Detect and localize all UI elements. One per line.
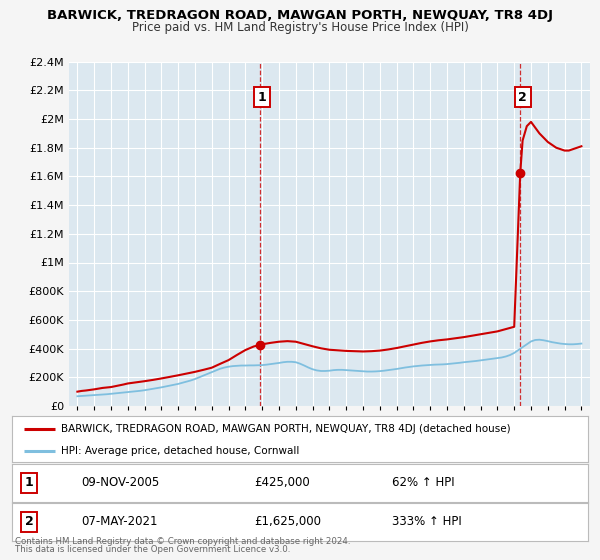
Text: 2: 2 [25, 515, 34, 529]
Text: 1: 1 [25, 476, 34, 489]
Text: 1: 1 [258, 91, 267, 104]
Text: BARWICK, TREDRAGON ROAD, MAWGAN PORTH, NEWQUAY, TR8 4DJ: BARWICK, TREDRAGON ROAD, MAWGAN PORTH, N… [47, 9, 553, 22]
Text: BARWICK, TREDRAGON ROAD, MAWGAN PORTH, NEWQUAY, TR8 4DJ (detached house): BARWICK, TREDRAGON ROAD, MAWGAN PORTH, N… [61, 424, 511, 434]
Text: £425,000: £425,000 [254, 476, 310, 489]
Text: 2: 2 [518, 91, 527, 104]
Text: 07-MAY-2021: 07-MAY-2021 [81, 515, 158, 529]
Text: Price paid vs. HM Land Registry's House Price Index (HPI): Price paid vs. HM Land Registry's House … [131, 21, 469, 34]
Text: This data is licensed under the Open Government Licence v3.0.: This data is licensed under the Open Gov… [15, 545, 290, 554]
Text: Contains HM Land Registry data © Crown copyright and database right 2024.: Contains HM Land Registry data © Crown c… [15, 537, 350, 546]
Text: HPI: Average price, detached house, Cornwall: HPI: Average price, detached house, Corn… [61, 446, 299, 455]
Text: 333% ↑ HPI: 333% ↑ HPI [392, 515, 462, 529]
Text: 62% ↑ HPI: 62% ↑ HPI [392, 476, 455, 489]
Text: 09-NOV-2005: 09-NOV-2005 [81, 476, 160, 489]
Text: £1,625,000: £1,625,000 [254, 515, 321, 529]
